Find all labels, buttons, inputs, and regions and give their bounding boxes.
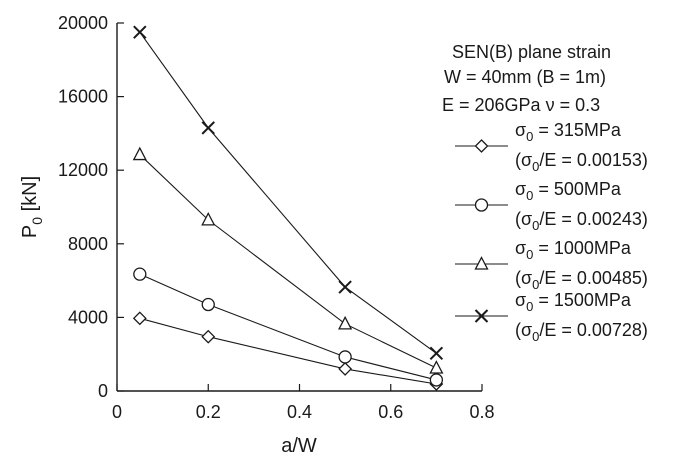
legend-sigma: σ <box>515 120 526 140</box>
y-axis-label-subscript: 0 <box>29 217 45 225</box>
series-circle <box>133 267 444 387</box>
legend-label-sigma: σ0 = 315MPa <box>515 120 622 144</box>
legend-label-ratio: (σ0/E = 0.00243) <box>515 209 648 233</box>
data-point-circle <box>201 297 215 312</box>
series-line <box>139 273 437 381</box>
y-tick-label: 20000 <box>58 13 108 33</box>
legend-ratio-value: /E = 0.00485) <box>539 268 648 288</box>
x-tick-label: 0.4 <box>287 402 312 422</box>
legend-sigma-sub: 0 <box>526 299 533 314</box>
data-point-x <box>133 25 147 39</box>
series-line <box>139 154 437 369</box>
legend-marker-circle <box>474 198 489 212</box>
legend-label-sigma: σ0 = 1500MPa <box>515 290 632 314</box>
legend-label-ratio: (σ0/E = 0.00153) <box>515 150 648 174</box>
legend-ratio-sigma: σ <box>521 320 532 340</box>
legend-ratio-sub: 0 <box>532 218 539 233</box>
y-axis-label: P0 [kN] <box>19 176 45 238</box>
legend-ratio-sigma: σ <box>521 268 532 288</box>
legend-sigma-sub: 0 <box>526 188 533 203</box>
series-x <box>133 25 444 360</box>
legend-value: = 500MPa <box>538 179 622 199</box>
x-tick-label: 0 <box>112 402 122 422</box>
annotation-material: E = 206GPa ν = 0.3 <box>442 95 600 115</box>
data-point-x <box>201 121 215 135</box>
legend-sigma-sub: 0 <box>526 129 533 144</box>
y-axis-label-main: P <box>19 225 41 238</box>
legend: σ0 = 315MPa(σ0/E = 0.00153)σ0 = 500MPa(σ0/… <box>455 120 648 344</box>
legend-paren: ( <box>515 320 521 340</box>
annotation-geometry: W = 40mm (B = 1m) <box>444 67 606 87</box>
annotation-block: SEN(B) plane strain W = 40mm (B = 1m) E … <box>442 42 611 115</box>
data-point-triangle <box>429 360 444 374</box>
y-tick-label: 8000 <box>68 234 108 254</box>
legend-value: = 1500MPa <box>538 290 632 310</box>
data-point-triangle <box>132 146 147 161</box>
legend-label-sigma: σ0 = 1000MPa <box>515 238 632 262</box>
legend-value: = 315MPa <box>538 120 622 140</box>
legend-ratio-value: /E = 0.00728) <box>539 320 648 340</box>
y-axis-label-unit: [kN] <box>19 176 41 217</box>
legend-ratio-value: /E = 0.00153) <box>539 150 648 170</box>
series-triangle <box>132 146 444 374</box>
y-tick-label: 16000 <box>58 87 108 107</box>
x-tick-label: 0.8 <box>469 402 494 422</box>
legend-sigma: σ <box>515 290 526 310</box>
y-tick-label: 4000 <box>68 307 108 327</box>
legend-item: σ0 = 1500MPa(σ0/E = 0.00728) <box>455 290 648 344</box>
legend-paren: ( <box>515 209 521 229</box>
legend-marker-x <box>474 309 489 323</box>
data-point-triangle <box>201 211 216 226</box>
legend-label-ratio: (σ0/E = 0.00485) <box>515 268 648 292</box>
axes <box>116 23 482 392</box>
data-point-diamond <box>201 329 216 344</box>
legend-ratio-value: /E = 0.00243) <box>539 209 648 229</box>
legend-item: σ0 = 1000MPa(σ0/E = 0.00485) <box>455 238 648 292</box>
data-point-circle <box>133 267 147 281</box>
legend-marker-triangle <box>474 256 489 270</box>
legend-sigma: σ <box>515 179 526 199</box>
legend-label-sigma: σ0 = 500MPa <box>515 179 622 203</box>
x-axis-label: a/W <box>281 435 317 457</box>
data-point-triangle <box>338 315 353 330</box>
legend-ratio-sub: 0 <box>532 329 539 344</box>
series-line <box>139 31 437 354</box>
legend-sigma-sub: 0 <box>526 247 533 262</box>
legend-sigma: σ <box>515 238 526 258</box>
legend-value: = 1000MPa <box>538 238 632 258</box>
series-line <box>139 317 437 385</box>
legend-item: σ0 = 500MPa(σ0/E = 0.00243) <box>455 179 648 233</box>
legend-label-ratio: (σ0/E = 0.00728) <box>515 320 648 344</box>
legend-marker-diamond <box>474 139 489 153</box>
data-point-x <box>338 280 352 294</box>
data-point-diamond <box>132 311 147 326</box>
x-tick-label: 0.2 <box>196 402 221 422</box>
y-tick-label: 12000 <box>58 160 108 180</box>
ticks <box>116 22 483 392</box>
legend-ratio-sub: 0 <box>532 277 539 292</box>
data-point-x <box>429 346 444 360</box>
data-point-circle <box>338 350 352 364</box>
series-layer <box>132 25 444 391</box>
annotation-specimen: SEN(B) plane strain <box>452 42 611 62</box>
data-point-diamond <box>338 362 353 376</box>
legend-ratio-sigma: σ <box>521 150 532 170</box>
tick-labels: 0 4000 8000 12000 16000 20000 0 0.2 0.4 0.6 0.8 <box>58 13 495 422</box>
x-tick-label: 0.6 <box>378 402 403 422</box>
legend-paren: ( <box>515 150 521 170</box>
legend-ratio-sigma: σ <box>521 209 532 229</box>
data-point-circle <box>429 373 444 387</box>
legend-ratio-sub: 0 <box>532 159 539 174</box>
y-tick-label: 0 <box>98 381 108 401</box>
legend-item: σ0 = 315MPa(σ0/E = 0.00153) <box>455 120 648 174</box>
legend-paren: ( <box>515 268 521 288</box>
